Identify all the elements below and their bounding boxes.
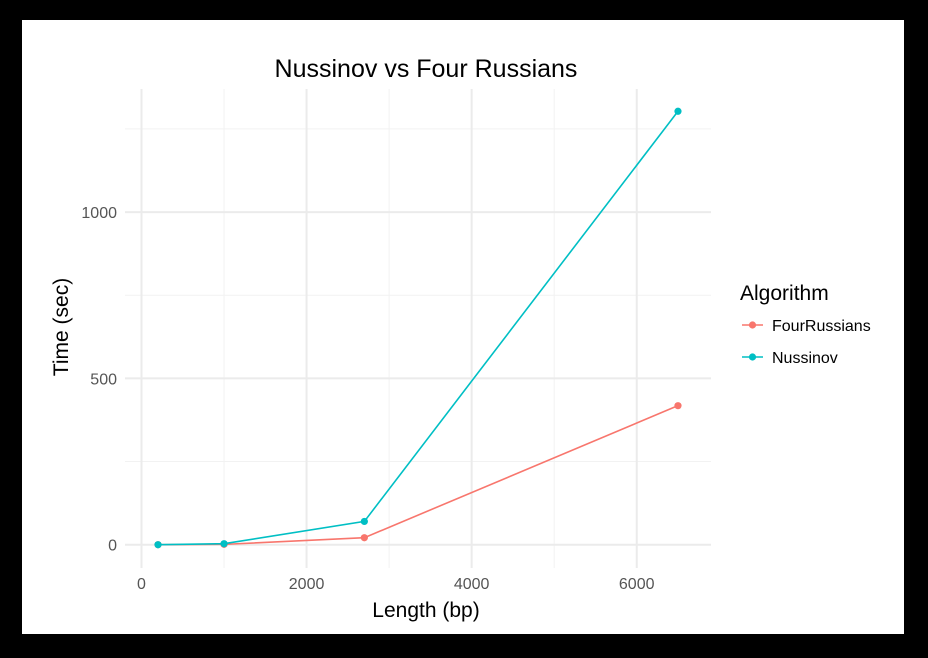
legend-label: FourRussians [772,318,871,335]
y-axis-title: Time (sec) [50,278,73,376]
legend-label: Nussinov [772,350,838,367]
x-tick-label: 0 [137,576,146,593]
data-point [154,541,162,549]
chart-title: Nussinov vs Four Russians [275,55,578,83]
data-point [674,107,682,115]
data-point [360,534,368,542]
legend: Algorithm FourRussians Nussinov [740,282,871,367]
x-tick-label: 4000 [454,576,490,593]
legend-title: Algorithm [740,282,829,305]
minor-grid [125,89,711,568]
series-line [158,110,679,546]
data-point [220,540,228,548]
series-line [158,404,679,546]
x-axis-title: Length (bp) [372,599,479,622]
tick-labels: 0 2000 4000 6000 0 500 1000 [81,205,654,593]
series-layer [154,107,682,549]
x-tick-label: 6000 [619,576,655,593]
y-tick-label: 0 [108,538,117,555]
x-tick-label: 2000 [289,576,325,593]
legend-key-point [748,321,757,329]
y-tick-label: 1000 [81,205,117,222]
legend-items: FourRussians Nussinov [742,318,871,367]
chart-panel [22,20,904,634]
y-tick-label: 500 [90,371,117,388]
data-point [674,402,682,410]
legend-key-point [748,353,757,361]
major-grid [125,89,711,568]
data-point [360,517,368,526]
